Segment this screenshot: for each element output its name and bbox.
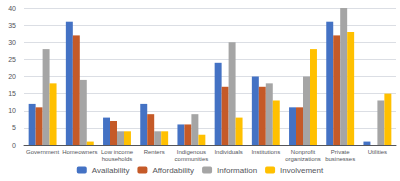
svg-text:15: 15 xyxy=(8,90,16,97)
svg-text:5: 5 xyxy=(12,124,16,131)
svg-text:Institutions: Institutions xyxy=(251,149,280,155)
svg-text:Involvement: Involvement xyxy=(280,166,324,175)
svg-text:Indigenous: Indigenous xyxy=(177,149,206,155)
svg-text:35: 35 xyxy=(8,22,16,29)
svg-text:Availability: Availability xyxy=(92,166,130,175)
svg-text:Homeowners: Homeowners xyxy=(62,149,97,155)
svg-text:20: 20 xyxy=(8,73,16,80)
svg-text:Low income: Low income xyxy=(101,149,134,155)
svg-text:communities: communities xyxy=(175,156,209,162)
svg-text:Affordability: Affordability xyxy=(152,166,194,175)
svg-text:Renters: Renters xyxy=(144,149,165,155)
svg-text:10: 10 xyxy=(8,107,16,114)
svg-text:Government: Government xyxy=(26,149,59,155)
svg-text:40: 40 xyxy=(8,5,16,12)
svg-text:Information: Information xyxy=(217,166,257,175)
svg-text:Nonprofit: Nonprofit xyxy=(291,149,316,155)
svg-text:households: households xyxy=(102,156,133,162)
svg-text:25: 25 xyxy=(8,56,16,63)
svg-text:organizations: organizations xyxy=(285,156,321,162)
svg-text:0: 0 xyxy=(12,142,16,149)
svg-text:Individuals: Individuals xyxy=(214,149,242,155)
svg-text:Utilities: Utilities xyxy=(368,149,387,155)
svg-text:30: 30 xyxy=(8,39,16,46)
svg-text:Private: Private xyxy=(331,149,350,155)
svg-text:businesses: businesses xyxy=(325,156,355,162)
